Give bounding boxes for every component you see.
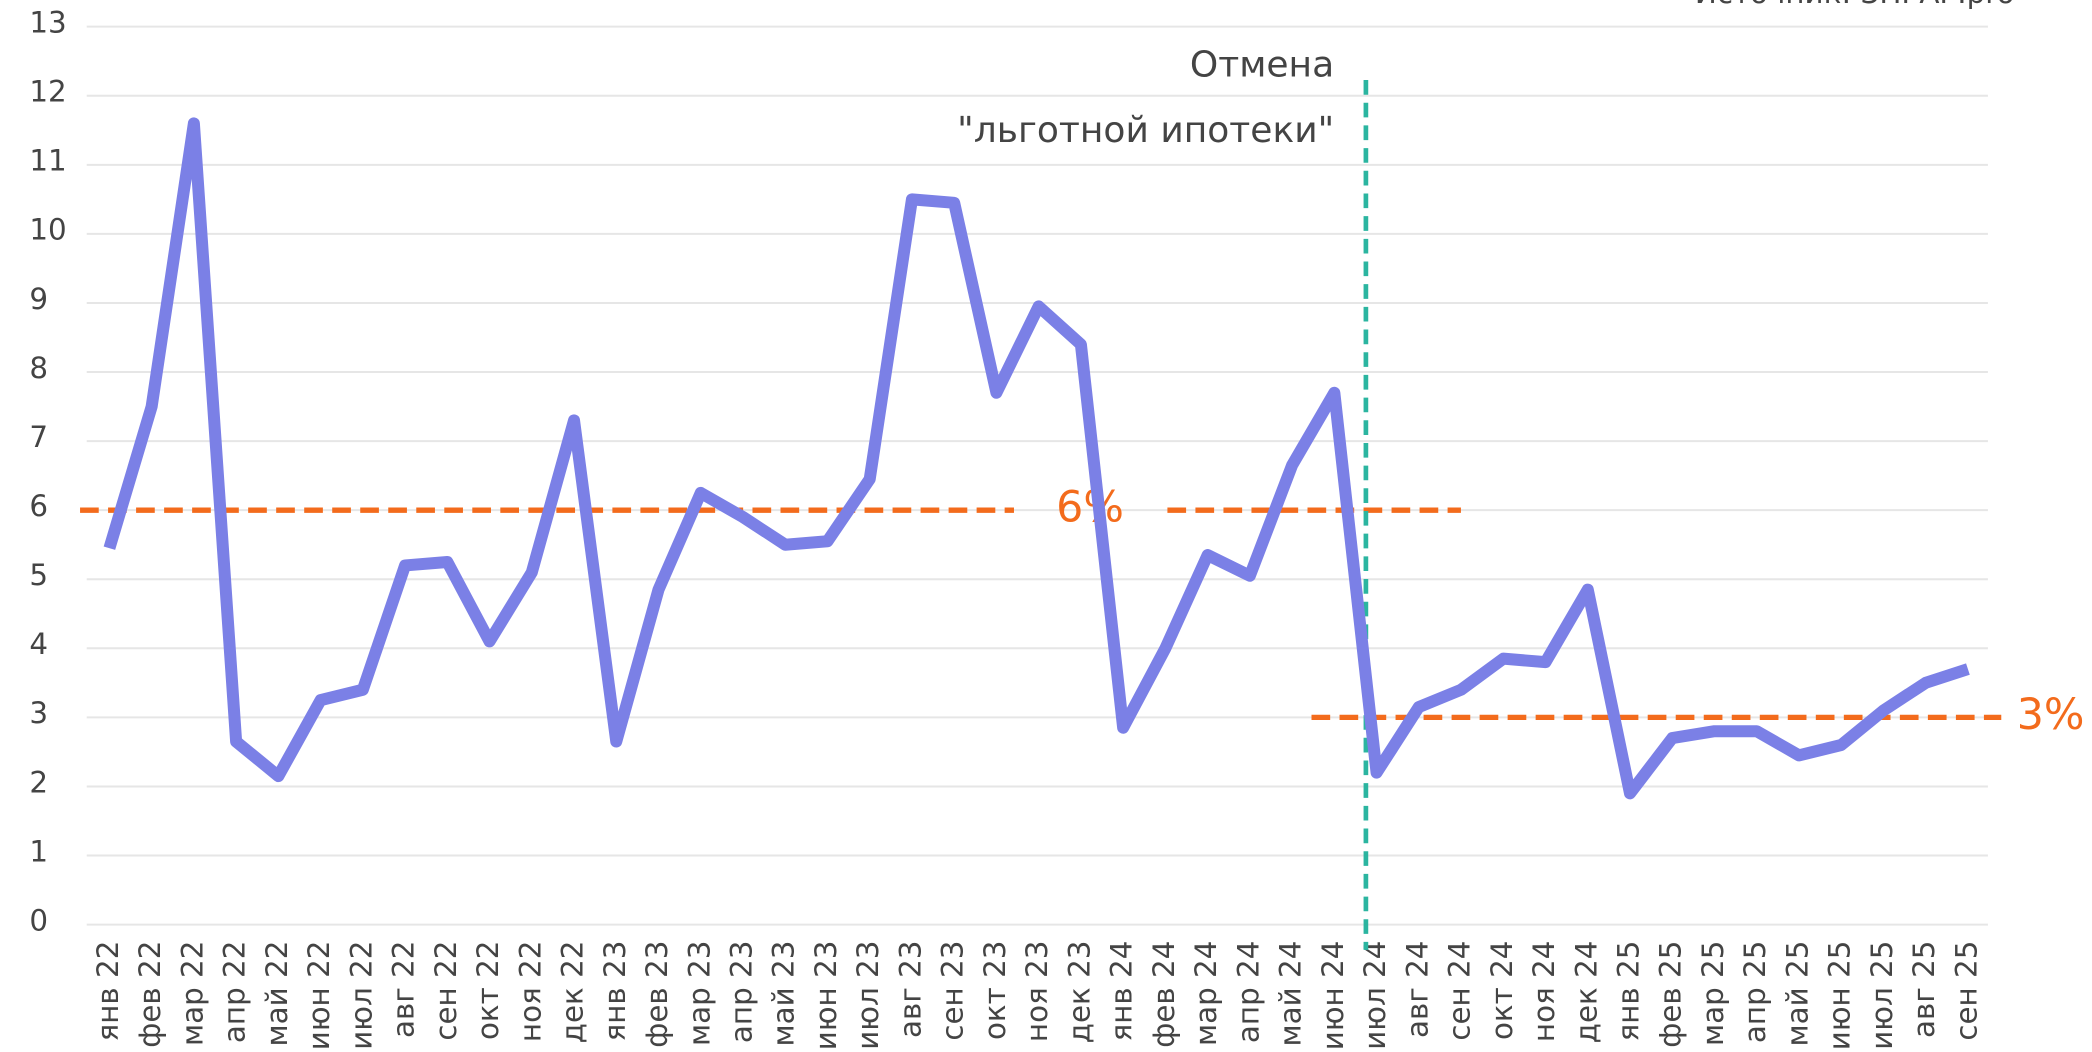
- x-tick-label: дек 23: [1062, 941, 1096, 1044]
- x-tick-label: ноя 24: [1527, 941, 1561, 1042]
- x-tick-label: авг 23: [893, 941, 927, 1038]
- x-tick-label: окт 24: [1485, 941, 1519, 1040]
- x-tick-label: апр 24: [1231, 941, 1265, 1043]
- x-tick-label: фев 23: [640, 941, 674, 1048]
- x-tick-label: сен 23: [936, 941, 970, 1041]
- data-line: [103, 117, 1970, 800]
- event-label: "льготной ипотеки": [957, 110, 1334, 151]
- x-tick-label: мар 24: [1189, 941, 1223, 1046]
- x-tick-label: янв 24: [1105, 941, 1139, 1042]
- y-tick-label: 4: [29, 627, 48, 661]
- x-tick-label: май 24: [1274, 941, 1308, 1047]
- x-tick-label: авг 22: [387, 941, 421, 1038]
- x-tick-label: дек 24: [1569, 941, 1603, 1044]
- x-tick-label: окт 23: [978, 941, 1012, 1040]
- x-tick-label: сен 24: [1443, 941, 1477, 1041]
- y-tick-label: 11: [29, 144, 66, 178]
- x-tick-label: май 23: [767, 941, 801, 1047]
- x-tick-label: янв 23: [598, 941, 632, 1042]
- x-tick-label: ноя 22: [513, 941, 547, 1042]
- y-tick-label: 5: [29, 558, 48, 592]
- y-tick-label: 13: [29, 6, 66, 40]
- x-tick-label: авг 24: [1400, 941, 1434, 1038]
- y-tick-label: 0: [29, 903, 48, 937]
- x-tick-label: июн 24: [1316, 941, 1350, 1051]
- y-tick-label: 1: [29, 834, 48, 868]
- x-tick-label: сен 25: [1949, 941, 1983, 1041]
- source: Источник: ЗНГАГ.pro: [1695, 0, 2015, 10]
- x-tick-label: май 25: [1780, 941, 1814, 1047]
- x-tick-label: май 22: [260, 941, 294, 1047]
- x-tick-label: июн 23: [809, 941, 843, 1051]
- x-tick-label: янв 22: [91, 941, 125, 1042]
- x-tick-label: фев 22: [133, 941, 167, 1048]
- x-tick-label: июл 23: [851, 941, 885, 1050]
- x-tick-label: сен 22: [429, 941, 463, 1041]
- x-tick-label: авг 25: [1907, 941, 1941, 1038]
- y-tick-label: 10: [29, 213, 66, 247]
- y-tick-label: 3: [29, 696, 48, 730]
- y-tick-label: 6: [29, 489, 48, 523]
- x-tick-label: июн 25: [1823, 941, 1857, 1051]
- event-label: Отмена: [1190, 45, 1334, 86]
- reference-label: 6%: [1056, 483, 1124, 533]
- x-tick-label: апр 23: [724, 941, 758, 1043]
- x-tick-label: фев 25: [1654, 941, 1688, 1048]
- x-tick-label: июл 22: [344, 941, 378, 1050]
- reference-label: 3%: [2017, 690, 2085, 740]
- x-tick-label: мар 23: [682, 941, 716, 1046]
- x-tick-label: апр 22: [218, 941, 252, 1043]
- x-tick-label: фев 24: [1147, 941, 1181, 1048]
- x-tick-label: окт 22: [471, 941, 505, 1040]
- y-tick-label: 8: [29, 351, 48, 385]
- x-tick-label: июл 25: [1865, 941, 1899, 1050]
- x-tick-label: апр 25: [1738, 941, 1772, 1043]
- x-tick-label: июн 22: [302, 941, 336, 1051]
- x-tick-label: июл 24: [1358, 941, 1392, 1050]
- x-tick-label: янв 25: [1612, 941, 1646, 1042]
- y-tick-label: 12: [29, 75, 66, 109]
- x-tick-label: ноя 23: [1020, 941, 1054, 1042]
- x-tick-label: мар 22: [175, 941, 209, 1046]
- y-tick-label: 2: [29, 765, 48, 799]
- y-tick-label: 7: [29, 420, 48, 454]
- x-tick-label: дек 22: [556, 941, 590, 1044]
- y-tick-label: 9: [29, 282, 48, 316]
- x-tick-label: мар 25: [1696, 941, 1730, 1046]
